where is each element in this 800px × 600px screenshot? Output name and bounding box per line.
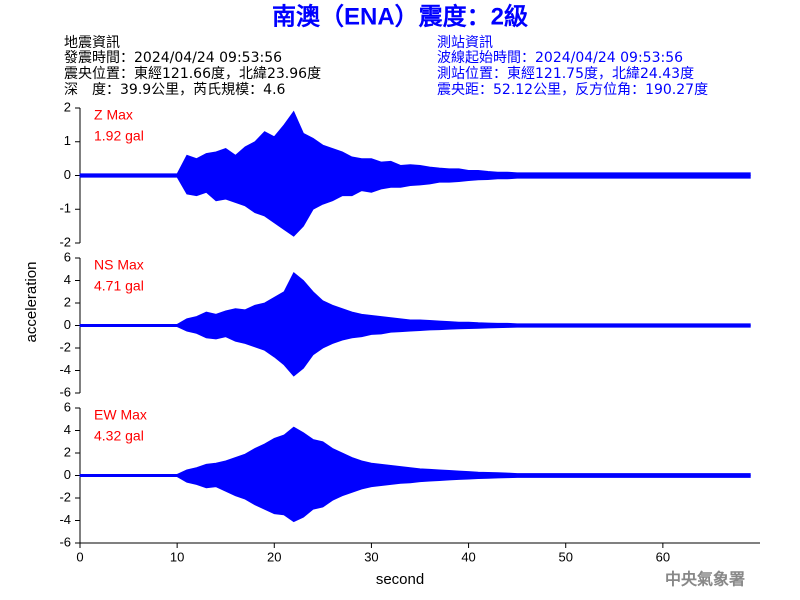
y-tick-label: -2	[59, 234, 71, 249]
x-tick-label: 10	[170, 549, 184, 564]
y-tick-label: -2	[59, 339, 71, 354]
info-line: 測站資訊	[437, 35, 493, 51]
annotation: Z Max	[94, 107, 133, 123]
y-tick-label: -4	[59, 362, 71, 377]
y-tick-label: 4	[64, 272, 71, 287]
info-line: 深 度：39.9公里，芮氏規模：4.6	[64, 81, 286, 98]
annotation: NS Max	[94, 257, 144, 273]
y-tick-label: -6	[59, 534, 71, 549]
y-tick-label: 6	[64, 249, 71, 264]
x-axis-label: second	[376, 571, 424, 588]
y-tick-label: 6	[64, 399, 71, 414]
y-tick-label: 1	[64, 133, 71, 148]
y-tick-label: 0	[64, 317, 71, 332]
x-tick-label: 30	[364, 549, 378, 564]
info-left: 地震資訊 發震時間：2024/04/24 09:53:56 震央位置：東經121…	[64, 35, 321, 98]
waveform	[79, 110, 751, 176]
y-tick-label: -1	[59, 201, 71, 216]
waveform	[79, 175, 751, 237]
y-tick-label: 0	[64, 467, 71, 482]
y-tick-label: 2	[64, 294, 71, 309]
y-tick-label: -2	[59, 489, 71, 504]
chart-title: 南澳（ENA）震度：2級	[272, 2, 528, 30]
info-line: 測站位置：東經121.75度，北緯24.43度	[437, 66, 694, 82]
annotation: 1.92 gal	[94, 128, 144, 144]
x-tick-label: 50	[558, 549, 572, 564]
info-line: 地震資訊	[64, 35, 120, 51]
annotation: EW Max	[94, 407, 147, 423]
info-line: 震央距：52.12公里，反方位角：190.27度	[437, 82, 708, 98]
info-right: 測站資訊 波線起始時間：2024/04/24 09:53:56 測站位置：東經1…	[437, 35, 708, 98]
annotation: 4.32 gal	[94, 428, 144, 444]
waveform	[79, 475, 751, 523]
x-tick-label: 20	[267, 549, 281, 564]
info-line: 波線起始時間：2024/04/24 09:53:56	[437, 50, 683, 66]
y-tick-label: -4	[59, 512, 71, 527]
waveform	[79, 325, 751, 377]
x-tick-label: 40	[461, 549, 475, 564]
y-tick-label: 4	[64, 422, 71, 437]
info-line: 震央位置：東經121.66度，北緯23.96度	[64, 66, 321, 82]
y-axis-label: acceleration	[23, 262, 40, 343]
x-tick-label: 60	[656, 549, 670, 564]
y-tick-label: 2	[64, 444, 71, 459]
y-tick-label: 0	[64, 167, 71, 182]
y-tick-label: -6	[59, 384, 71, 399]
footer: 中央氣象署	[665, 570, 745, 589]
annotation: 4.71 gal	[94, 278, 144, 294]
info-line: 發震時間：2024/04/24 09:53:56	[64, 50, 282, 66]
waveform	[79, 272, 751, 326]
waveform	[79, 426, 751, 476]
x-tick-label: 0	[76, 549, 83, 564]
y-tick-label: 2	[64, 99, 71, 114]
